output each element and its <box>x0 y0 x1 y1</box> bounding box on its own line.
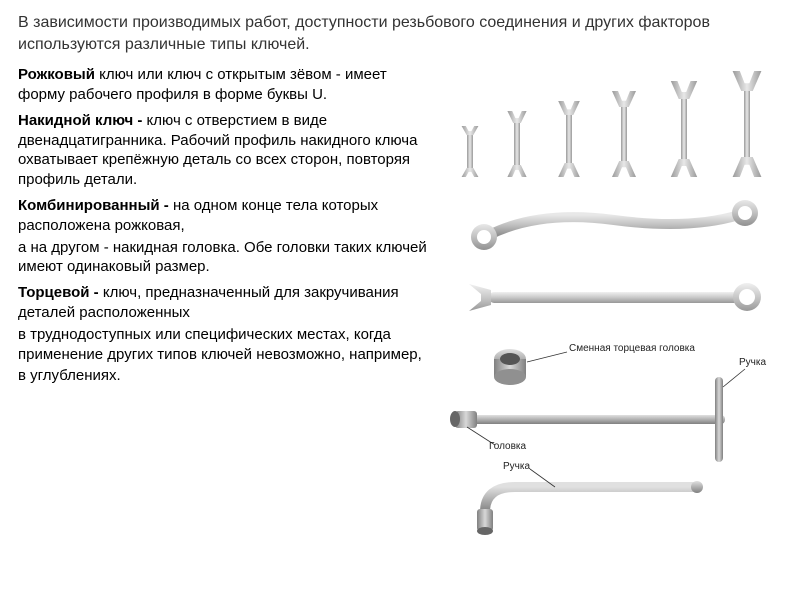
open-end-wrench-item <box>456 124 484 179</box>
box-end-wrench-image <box>445 197 782 257</box>
main-row: Рожковый ключ или ключ с открытым зёвом … <box>18 65 782 537</box>
label-socket-detached: Сменная торцевая головка <box>569 343 695 354</box>
type-combo: Комбинированный - на одном конце тела ко… <box>18 196 433 277</box>
open-end-wrench-item <box>662 79 706 179</box>
socket-wrench-diagram: Сменная торцевая головка Ручка Головка Р… <box>445 337 782 537</box>
box-name: Накидной ключ - <box>18 112 147 129</box>
detached-socket-icon <box>494 349 526 385</box>
open-end-wrench-item <box>723 69 771 179</box>
image-column: Сменная торцевая головка Ручка Головка Р… <box>445 65 782 537</box>
type-socket: Торцевой - ключ, предназначенный для зак… <box>18 283 433 386</box>
combo-text2: а на другом - накидная головка. Обе голо… <box>18 238 433 278</box>
combo-name: Комбинированный - <box>18 197 173 214</box>
socket-name: Торцевой - <box>18 284 103 301</box>
label-handle-right: Ручка <box>739 357 766 368</box>
combination-wrench-image <box>445 267 782 327</box>
open-end-wrench-item <box>604 89 644 179</box>
socket-text2: в труднодоступных или специфических мест… <box>18 325 433 365</box>
open-name: Рожковый <box>18 66 95 83</box>
socket-text3: в углублениях. <box>18 366 433 386</box>
type-open: Рожковый ключ или ключ с открытым зёвом … <box>18 65 433 105</box>
open-end-wrench-set <box>445 67 782 187</box>
intro-text: В зависимости производимых работ, доступ… <box>18 12 782 55</box>
label-handle-bottom: Ручка <box>503 461 530 472</box>
open-end-wrench-item <box>551 99 587 179</box>
text-column: Рожковый ключ или ключ с открытым зёвом … <box>18 65 433 537</box>
label-head-left: Головка <box>489 441 526 452</box>
open-end-wrench-item <box>501 109 533 179</box>
type-box: Накидной ключ - ключ с отверстием в виде… <box>18 111 433 190</box>
l-wrench-icon <box>477 481 703 535</box>
